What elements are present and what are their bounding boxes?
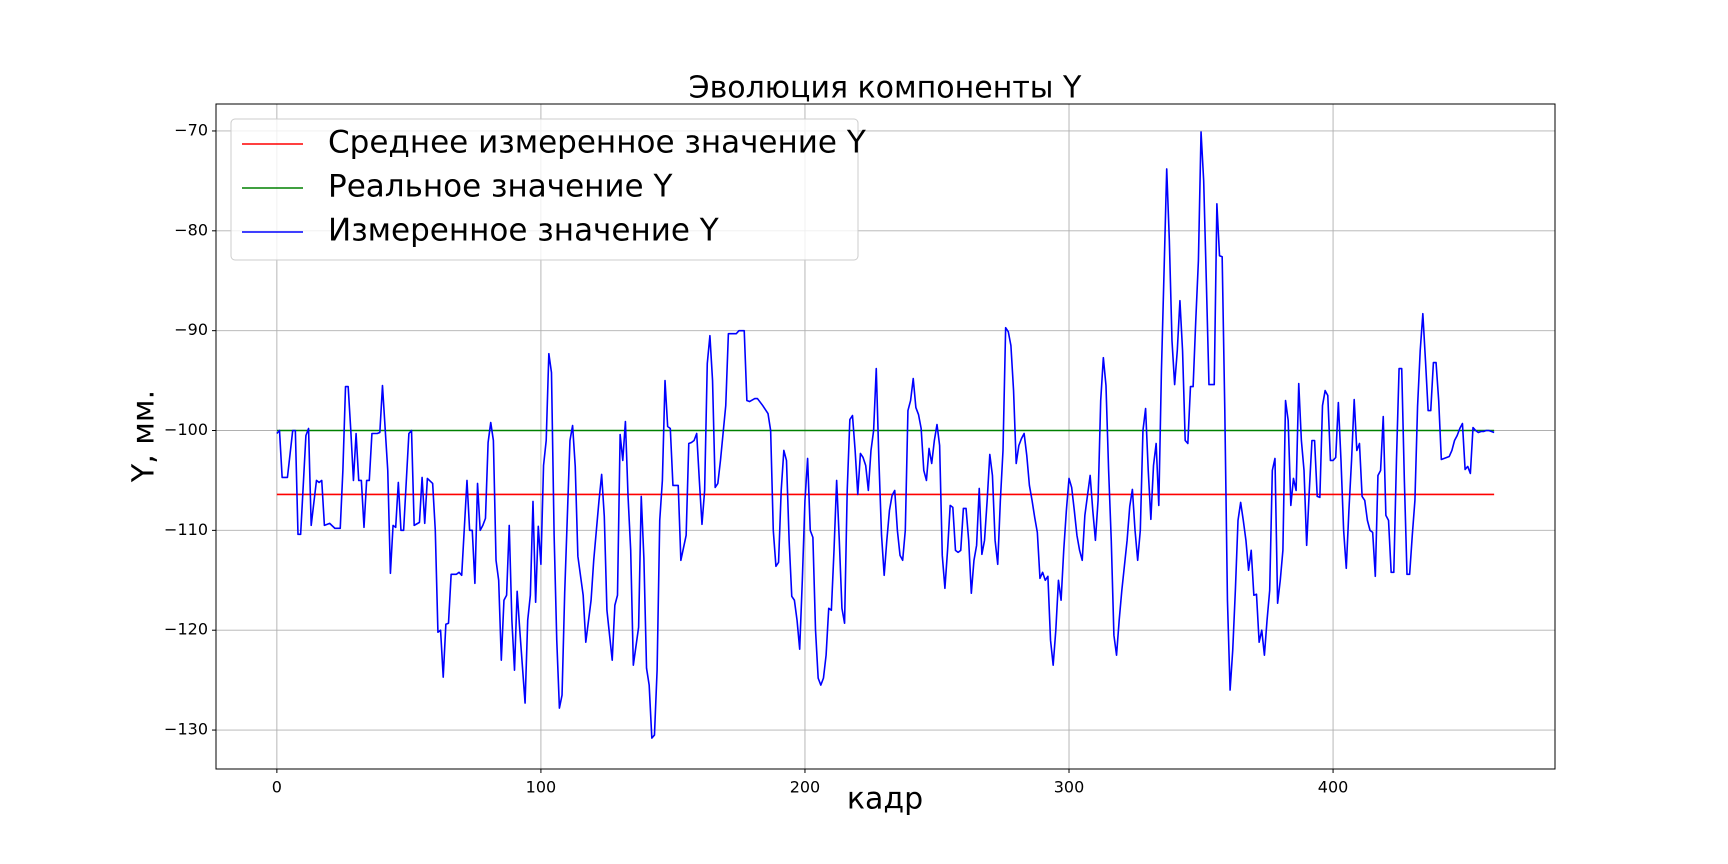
x-axis-label: кадр: [847, 782, 923, 817]
chart-title: Эволюция компоненты Y: [689, 71, 1082, 106]
y-tick-label: −70: [174, 120, 208, 139]
x-tick-label: 0: [272, 778, 282, 797]
y-tick-label: −80: [174, 220, 208, 239]
y-tick-label: −120: [164, 620, 208, 639]
x-tick-label: 400: [1318, 778, 1349, 797]
y-tick-label: −110: [164, 520, 208, 539]
legend-box: [230, 118, 859, 261]
plot-frame: [215, 103, 1556, 770]
x-tick-label: 100: [526, 778, 557, 797]
y-axis-label: Y, мм.: [127, 390, 162, 483]
y-tick-label: −90: [174, 320, 208, 339]
y-tick-label: −130: [164, 720, 208, 739]
legend-label: Реальное значение Y: [328, 169, 672, 205]
x-tick-label: 300: [1054, 778, 1085, 797]
legend-label: Измеренное значение Y: [328, 213, 719, 249]
x-tick-label: 200: [790, 778, 821, 797]
legend-label: Среднее измеренное значение Y: [328, 125, 866, 161]
y-tick-label: −100: [164, 420, 208, 439]
data-line: [276, 131, 1495, 739]
